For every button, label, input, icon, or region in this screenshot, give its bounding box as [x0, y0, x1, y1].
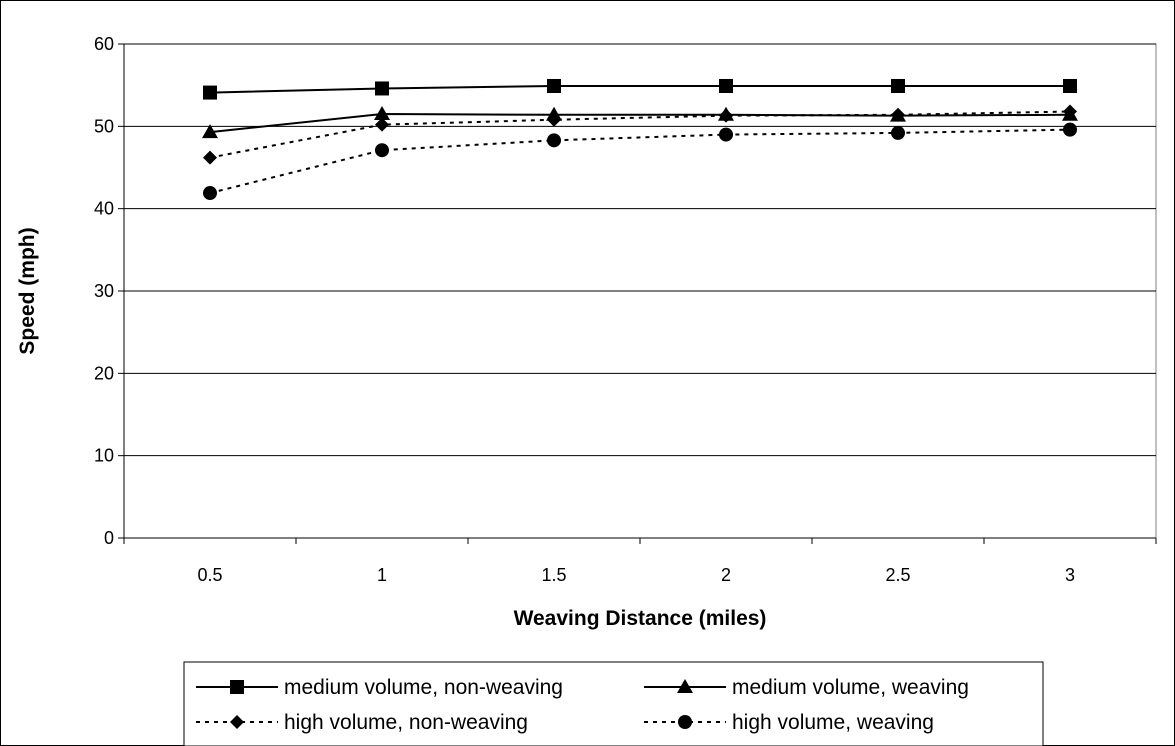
y-tick-label: 60 [94, 34, 114, 54]
y-tick-label: 50 [94, 116, 114, 136]
data-point [719, 108, 733, 123]
data-point [375, 117, 389, 132]
series-line [209, 84, 1070, 94]
data-point [547, 133, 561, 148]
legend-item: high volume, weaving [644, 711, 934, 734]
legend-marker [678, 715, 692, 729]
data-point [1063, 122, 1077, 137]
series-square [203, 78, 1077, 100]
x-tick-label: 2 [721, 565, 731, 585]
data-point [202, 124, 218, 139]
data-point [203, 85, 217, 100]
series-diamond [203, 104, 1077, 165]
data-point [891, 107, 905, 122]
legend-item: high volume, non-weaving [196, 711, 528, 734]
series-circle [203, 122, 1077, 201]
data-point [375, 143, 389, 158]
legend-marker [230, 715, 244, 729]
legend-item: medium volume, weaving [644, 676, 969, 699]
data-point [891, 78, 905, 93]
legend-marker [677, 679, 693, 693]
data-point [1063, 104, 1077, 119]
series-line [209, 128, 1071, 194]
x-tick-label: 2.5 [885, 565, 910, 585]
data-point [374, 105, 390, 120]
data-point [203, 150, 217, 165]
data-point [719, 127, 733, 142]
legend: medium volume, non-weaving medium volume,… [183, 661, 1044, 746]
legend-label: medium volume, non-weaving [284, 676, 563, 699]
legend-label: medium volume, weaving [732, 676, 969, 699]
x-tick-label: 1 [377, 565, 387, 585]
data-point [719, 78, 733, 93]
legend-items: medium volume, non-weaving medium volume,… [196, 676, 969, 734]
series-line [209, 112, 1071, 134]
legend-box [183, 661, 1044, 746]
y-axis-title: Speed (mph) [16, 227, 39, 354]
x-axis-title: Weaving Distance (miles) [514, 607, 767, 630]
y-tick-label: 10 [94, 446, 114, 466]
data-point [375, 81, 389, 96]
data-point [1063, 78, 1077, 93]
y-tick-label: 40 [94, 199, 114, 219]
y-tick-label: 20 [94, 363, 114, 383]
data-point [547, 112, 561, 127]
legend-item: medium volume, non-weaving [196, 676, 563, 699]
series-layer [202, 78, 1078, 201]
x-axis-ticks: 0.5 1 1.5 2 2.5 3 [123, 538, 1157, 585]
x-tick-label: 0.5 [197, 565, 222, 585]
legend-label: high volume, weaving [732, 711, 934, 734]
data-point [203, 186, 217, 201]
y-tick-label: 0 [104, 528, 114, 548]
series-line [209, 110, 1071, 159]
x-tick-label: 3 [1065, 565, 1075, 585]
y-tick-label: 30 [94, 281, 114, 301]
gridlines [124, 43, 1156, 457]
legend-marker [230, 680, 244, 694]
data-point [547, 78, 561, 93]
legend-label: high volume, non-weaving [284, 711, 528, 734]
y-axis-ticks: 0 10 20 30 40 50 60 [94, 34, 124, 548]
data-point [891, 125, 905, 140]
x-tick-label: 1.5 [541, 565, 566, 585]
